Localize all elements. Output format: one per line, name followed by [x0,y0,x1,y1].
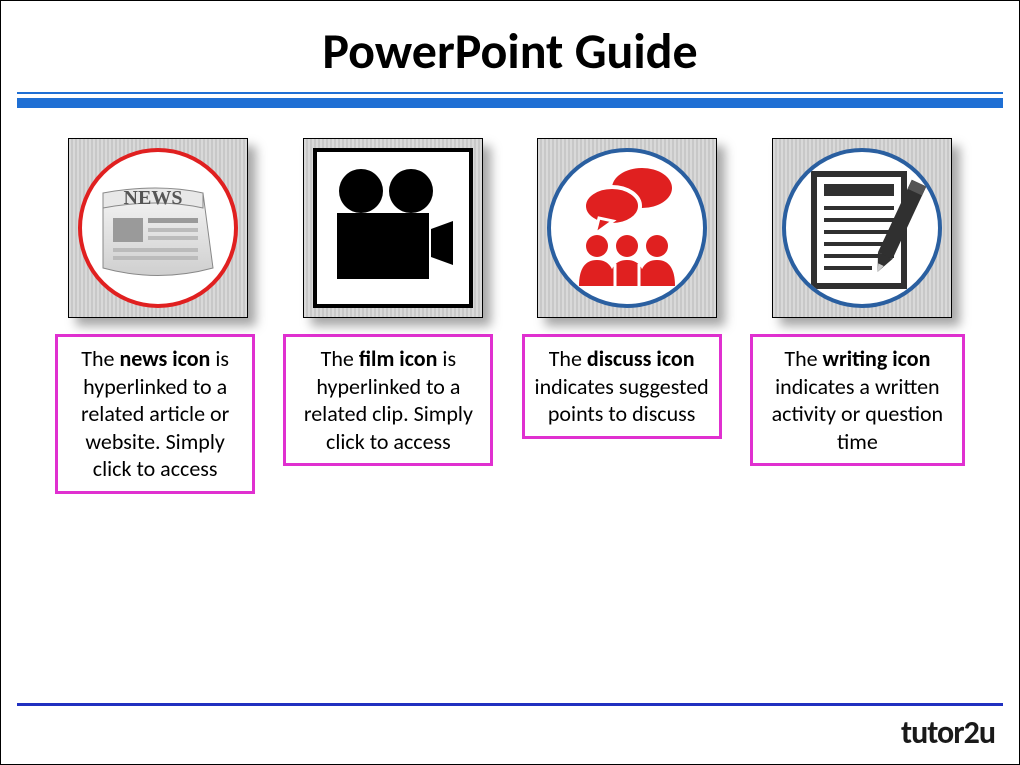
discuss-circle [547,148,707,308]
slide: PowerPoint Guide NEWS [0,0,1020,765]
desc-news: The news icon is hyperlinked to a relate… [55,334,255,494]
divider-thin [17,92,1003,94]
film-icon [323,163,463,293]
logo-mid: 2 [964,713,979,752]
news-circle: NEWS [78,148,238,308]
page-title: PowerPoint Guide [1,1,1019,92]
divider-thick [17,98,1003,108]
logo-post: u [979,713,995,752]
desc-film: The film icon is hyperlinked to a relate… [283,334,493,466]
writing-icon [792,158,932,298]
discuss-icon [557,158,697,298]
desc-discuss: The discuss icon indicates suggested poi… [522,334,722,439]
tile-discuss[interactable] [537,138,717,318]
logo-pre: tutor [901,713,964,752]
icons-row: NEWS [1,108,1019,318]
news-icon: NEWS [93,168,223,288]
tile-news[interactable]: NEWS [68,138,248,318]
tile-film[interactable] [303,138,483,318]
writing-circle [782,148,942,308]
footer-divider [17,703,1003,706]
news-label: NEWS [124,187,183,209]
logo: tutor2u [901,713,995,752]
film-square [313,148,473,308]
descriptions-row: The news icon is hyperlinked to a relate… [1,318,1019,494]
desc-writing: The writing icon indicates a written act… [750,334,965,466]
tile-writing[interactable] [772,138,952,318]
